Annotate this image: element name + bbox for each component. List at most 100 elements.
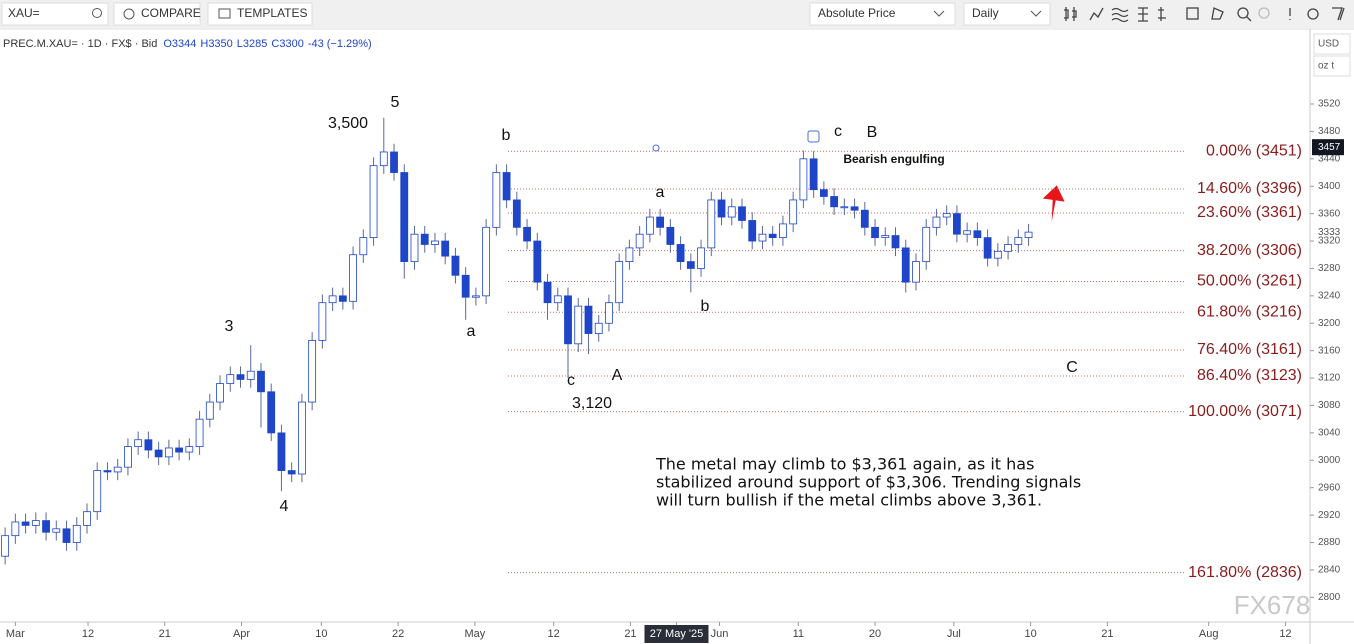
candle-body [758, 233, 767, 242]
y-tick-label: 3120 [1318, 373, 1341, 384]
price-mode-select[interactable] [809, 2, 956, 26]
candle-body [1, 535, 10, 557]
y-tick-label: 2800 [1318, 592, 1341, 603]
candle-body [103, 470, 112, 473]
candle-body [11, 521, 20, 537]
candle-body [840, 206, 849, 209]
x-tick-label: 10 [315, 628, 327, 640]
candle-body [62, 528, 71, 543]
candle-body [298, 401, 306, 475]
candle-body [963, 230, 972, 235]
candle-body [605, 302, 613, 324]
candle-body [748, 220, 757, 242]
price-tag-bg [1312, 139, 1344, 156]
tool-icons[interactable] [1064, 7, 1345, 23]
candle-body [52, 528, 61, 533]
y-tick-label: 3240 [1318, 290, 1341, 301]
x-tick-label: 10 [1024, 628, 1036, 640]
templates-icon [218, 8, 231, 19]
compare-label: COMPARE [141, 6, 201, 20]
y-tick-label: 3080 [1318, 400, 1341, 411]
candle-body [860, 209, 869, 228]
fib-label: 86.40% (3123) [1197, 367, 1302, 384]
y-tick-label: 3280 [1318, 263, 1341, 274]
candle-body [584, 305, 593, 334]
candle-body [431, 240, 439, 245]
fib-label: 0.00% (3451) [1206, 142, 1302, 159]
candle-body [277, 432, 286, 471]
candle-body [441, 240, 450, 257]
candle-body [656, 216, 665, 228]
interval: Daily [972, 6, 999, 20]
wave-label: a [467, 323, 476, 340]
x-tick-label: 21 [1101, 628, 1113, 640]
y-tick-label: 3360 [1318, 208, 1341, 219]
candle-body [42, 520, 50, 533]
candle-body [983, 237, 992, 259]
candle-body [134, 439, 143, 447]
candle-body [369, 165, 378, 239]
candle-body [338, 295, 347, 302]
candle-body [615, 261, 624, 304]
currency-select[interactable] [1313, 33, 1351, 55]
candle-body [533, 240, 542, 283]
unit-select[interactable] [1313, 55, 1351, 77]
candle-body [185, 446, 194, 453]
candle-body [973, 230, 982, 239]
x-tick-label: 20 [869, 628, 881, 640]
candle-body [318, 302, 327, 341]
candle-body [216, 383, 224, 403]
candle-body [594, 322, 603, 334]
candle-body [1004, 244, 1012, 252]
symbol-box[interactable] [1, 2, 109, 26]
candle-body [645, 216, 654, 235]
candle-body [891, 235, 900, 249]
x-tick-label: 11 [793, 628, 804, 640]
x-tick-label: Apr [233, 628, 250, 640]
fib-label: 76.40% (3161) [1197, 341, 1302, 358]
candle-body [144, 439, 153, 451]
interval-select[interactable] [963, 2, 1051, 26]
candle-body [195, 418, 204, 447]
candle-body [993, 250, 1002, 259]
candle-body [666, 226, 675, 245]
candle-body [564, 295, 572, 345]
candle-body [574, 305, 583, 345]
wave-label: 5 [391, 94, 400, 111]
candle-body [881, 235, 890, 239]
candle-body [267, 391, 276, 434]
wave-label: c [567, 372, 575, 389]
candle-body [676, 244, 685, 262]
candle-body [420, 233, 429, 245]
note-line: stabilized around support of $3,306. Tre… [656, 473, 1081, 492]
candle-body [871, 226, 879, 239]
candle-body [738, 206, 746, 221]
templates-button[interactable] [207, 2, 313, 26]
x-tick-label: Jun [711, 628, 729, 640]
wave-label: b [502, 127, 511, 144]
candle-body [287, 470, 296, 475]
wave-label: c [834, 123, 842, 140]
red-arrow [1042, 185, 1065, 222]
chevron [933, 10, 945, 17]
x-crosshair-tag [644, 625, 709, 643]
x-tick-label: 22 [392, 628, 404, 640]
wave-label: 3,120 [572, 395, 612, 412]
y-tick-label: 3160 [1318, 345, 1341, 356]
candle-body [451, 255, 460, 276]
candle-body [789, 199, 798, 225]
candle-body [379, 151, 388, 167]
candle-body [246, 370, 255, 380]
candle-body [779, 223, 787, 239]
fib-label: 161.80% (2836) [1188, 564, 1302, 581]
x-tick-label: 27 May '25 [650, 628, 703, 640]
y-tick-label: 2880 [1318, 537, 1341, 548]
candle-body [707, 199, 716, 249]
note-line: The metal may climb to $3,361 again, as … [655, 455, 1034, 474]
candle-body [236, 374, 245, 380]
candle-body [83, 511, 91, 526]
toolbar [0, 0, 1354, 28]
compare-button[interactable] [113, 2, 201, 26]
legend-low: L3285 [237, 38, 268, 50]
marker-circle [652, 144, 660, 152]
